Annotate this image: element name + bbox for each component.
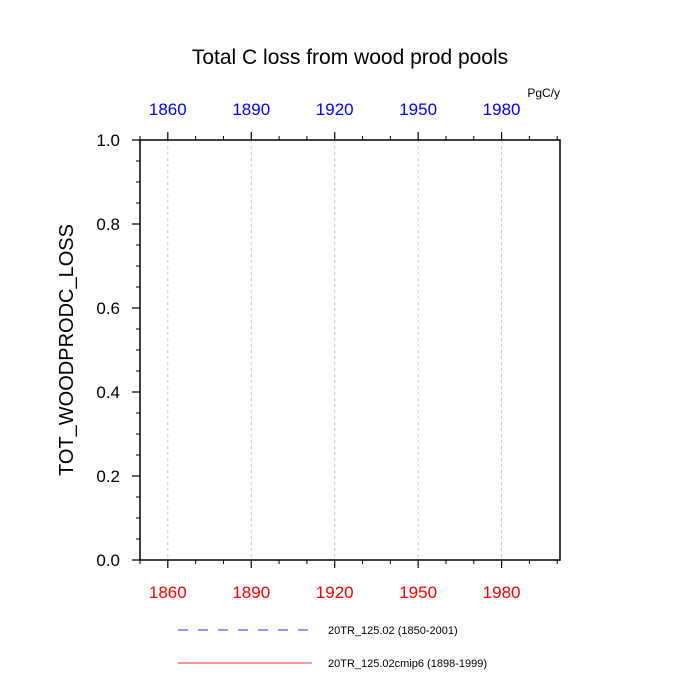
x-tick-label-bottom: 1950 [399, 583, 437, 602]
legend-label-1: 20TR_125.02 (1850-2001) [328, 625, 458, 637]
y-tick-label: 0.2 [96, 467, 120, 486]
x-tick-label-bottom: 1860 [149, 583, 187, 602]
units-label: PgC/y [527, 86, 560, 100]
y-tick-label: 0.6 [96, 299, 120, 318]
y-tick-label: 0.4 [96, 383, 120, 402]
grid-layer [167, 140, 502, 560]
y-tick-label: 0.0 [96, 551, 120, 570]
x-tick-label-top: 1920 [316, 100, 354, 119]
tick-layer: 1860 1860 1890 1890 1920 1920 1950 1950 1980 1980… [96, 100, 558, 602]
legend-label-2: 20TR_125.02cmip6 (1898-1999) [328, 658, 487, 670]
y-tick-label: 1.0 [96, 131, 120, 150]
x-tick-label-top: 1890 [232, 100, 270, 119]
chart-title: Total C loss from wood prod pools [192, 46, 508, 69]
y-axis-label: TOT_WOODPRODC_LOSS [56, 224, 78, 476]
x-tick-label-bottom: 1890 [232, 583, 270, 602]
x-tick-label-top: 1950 [399, 100, 437, 119]
plot-frame [139, 139, 561, 561]
x-tick-label-bottom: 1980 [483, 583, 521, 602]
x-tick-label-top: 1980 [483, 100, 521, 119]
x-tick-label-top: 1860 [149, 100, 187, 119]
x-tick-label-bottom: 1920 [316, 583, 354, 602]
y-tick-label: 0.8 [96, 215, 120, 234]
legend: 20TR_125.02 (1850-2001) 20TR_125.02cmip6 … [178, 625, 487, 670]
